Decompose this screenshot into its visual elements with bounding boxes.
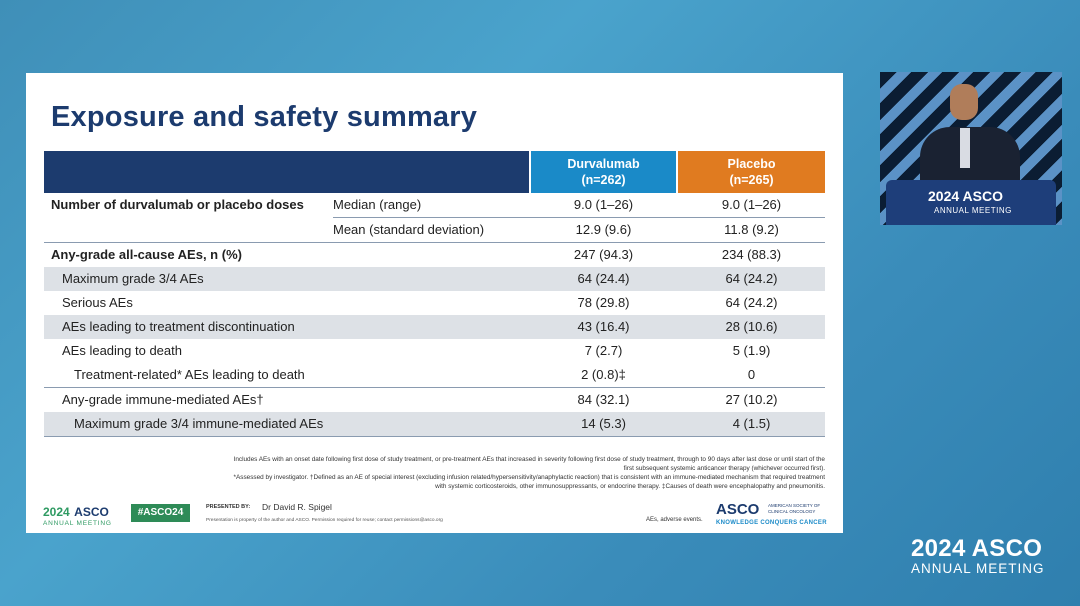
placebo-value: 64 (24.2) bbox=[725, 271, 778, 286]
row-label: Any-grade all-cause AEs, n (%) bbox=[51, 247, 242, 262]
table-row: Treatment-related* AEs leading to death … bbox=[44, 363, 825, 387]
asco-society-name: AMERICAN SOCIETY OF CLINICAL ONCOLOGY bbox=[768, 503, 821, 514]
table-row: AEs leading to treatment discontinuation… bbox=[44, 315, 825, 339]
slide: Exposure and safety summary Durvalumab (… bbox=[26, 73, 843, 533]
slide-title: Exposure and safety summary bbox=[51, 101, 478, 133]
durvalumab-value: 9.0 (1–26) bbox=[573, 197, 634, 212]
table-row: Maximum grade 3/4 AEs 64 (24.4) 64 (24.2… bbox=[44, 267, 825, 291]
durvalumab-value: 12.9 (9.6) bbox=[575, 222, 632, 237]
placebo-value: 5 (1.9) bbox=[732, 343, 771, 358]
podium-title: 2024 ASCO bbox=[928, 188, 1003, 204]
row-label: AEs leading to death bbox=[62, 343, 182, 358]
asco-meeting-logo: 2024 ASCO ANNUAL MEETING bbox=[43, 503, 112, 527]
row-label: Any-grade immune-mediated AEs† bbox=[62, 392, 264, 407]
speaker-head bbox=[950, 84, 978, 120]
speaker-video: 2024 ASCO ANNUAL MEETING bbox=[880, 72, 1062, 225]
durvalumab-value: 2 (0.8)‡ bbox=[581, 367, 626, 382]
durvalumab-value: 64 (24.4) bbox=[577, 271, 630, 286]
table-row: AEs leading to death 7 (2.7) 5 (1.9) bbox=[44, 339, 825, 363]
placebo-value: 9.0 (1–26) bbox=[721, 197, 782, 212]
logo-year: 2024 bbox=[43, 505, 70, 519]
row-label: Treatment-related* AEs leading to death bbox=[74, 367, 305, 382]
asco-brand: ASCO bbox=[716, 501, 760, 518]
table-row: Number of durvalumab or placebo doses Me… bbox=[44, 193, 825, 217]
footnote: Includes AEs with an onset date followin… bbox=[233, 456, 825, 472]
presented-by-label: PRESENTED BY: bbox=[206, 504, 251, 510]
speaker-shirt bbox=[960, 128, 970, 168]
hashtag-badge: #ASCO24 bbox=[131, 504, 190, 522]
placebo-value: 11.8 (9.2) bbox=[724, 222, 779, 237]
row-label: Maximum grade 3/4 AEs bbox=[62, 271, 204, 286]
table-row: Any-grade all-cause AEs, n (%) 247 (94.3… bbox=[44, 243, 825, 267]
table-row: Any-grade immune-mediated AEs† 84 (32.1)… bbox=[44, 388, 825, 412]
row-divider bbox=[44, 387, 825, 388]
safety-table: Durvalumab (n=262) Placebo (n=265) Numbe… bbox=[44, 151, 825, 437]
durvalumab-value: 78 (29.8) bbox=[577, 295, 630, 310]
table-row: Mean (standard deviation) 12.9 (9.6) 11.… bbox=[44, 218, 825, 242]
row-label: Maximum grade 3/4 immune-mediated AEs bbox=[74, 416, 324, 431]
durvalumab-value: 43 (16.4) bbox=[577, 319, 630, 334]
table-row: Maximum grade 3/4 immune-mediated AEs 14… bbox=[44, 412, 825, 436]
asco-tagline: KNOWLEDGE CONQUERS CANCER bbox=[716, 520, 827, 526]
placebo-value: 4 (1.5) bbox=[732, 416, 771, 431]
placebo-value: 234 (88.3) bbox=[721, 247, 782, 262]
asco-society-logo: ASCO AMERICAN SOCIETY OF CLINICAL ONCOLO… bbox=[716, 501, 827, 526]
table-row: Serious AEs 78 (29.8) 64 (24.2) bbox=[44, 291, 825, 315]
durvalumab-value: 84 (32.1) bbox=[577, 392, 630, 407]
table-header: Durvalumab (n=262) Placebo (n=265) bbox=[44, 151, 825, 193]
row-divider bbox=[44, 242, 825, 243]
placebo-value: 28 (10.6) bbox=[725, 319, 778, 334]
row-label: Number of durvalumab or placebo doses bbox=[51, 197, 304, 212]
header-durvalumab: Durvalumab (n=262) bbox=[531, 151, 676, 193]
placebo-value: 64 (24.2) bbox=[725, 295, 778, 310]
row-sublabel: Mean (standard deviation) bbox=[333, 222, 485, 237]
row-label: AEs leading to treatment discontinuation bbox=[62, 319, 295, 334]
watermark-sub: ANNUAL MEETING bbox=[911, 561, 1045, 576]
row-sublabel: Median (range) bbox=[333, 197, 422, 212]
property-note: Presentation is property of the author a… bbox=[206, 518, 443, 523]
durvalumab-value: 14 (5.3) bbox=[581, 416, 626, 431]
footnotes: Includes AEs with an onset date followin… bbox=[225, 456, 825, 492]
presenter-name: Dr David R. Spigel bbox=[262, 502, 332, 512]
row-label: Serious AEs bbox=[62, 295, 133, 310]
logo-brand: ASCO bbox=[74, 505, 109, 519]
asco-watermark: 2024 ASCO ANNUAL MEETING bbox=[911, 535, 1045, 576]
logo-sub: ANNUAL MEETING bbox=[43, 520, 112, 527]
row-divider bbox=[44, 436, 825, 437]
footnote: *Assessed by investigator. †Defined as a… bbox=[233, 474, 825, 490]
placebo-value: 0 bbox=[747, 367, 756, 382]
durvalumab-value: 7 (2.7) bbox=[584, 343, 623, 358]
abbreviation-note: AEs, adverse events. bbox=[646, 517, 703, 523]
durvalumab-value: 247 (94.3) bbox=[573, 247, 634, 262]
placebo-value: 27 (10.2) bbox=[725, 392, 778, 407]
watermark-title: 2024 ASCO bbox=[911, 535, 1043, 562]
podium: 2024 ASCO ANNUAL MEETING bbox=[886, 180, 1056, 225]
row-divider bbox=[333, 217, 825, 218]
header-placebo: Placebo (n=265) bbox=[678, 151, 825, 193]
header-blank-cell bbox=[44, 151, 529, 193]
podium-sub: ANNUAL MEETING bbox=[934, 206, 1012, 215]
